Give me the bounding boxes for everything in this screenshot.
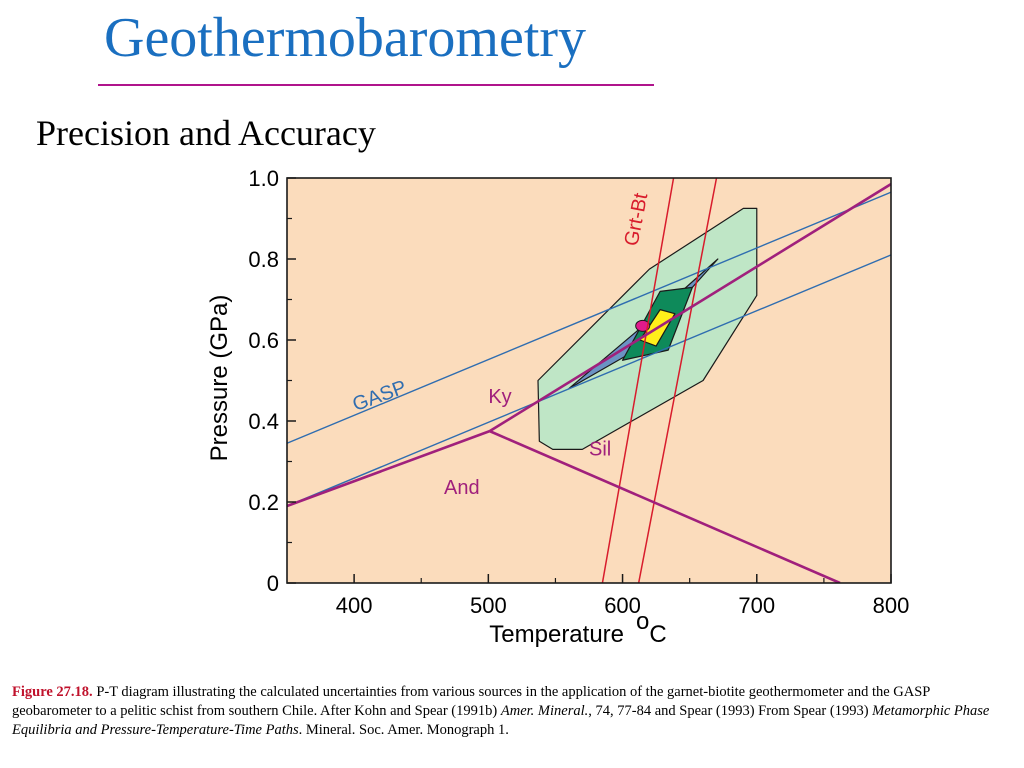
caption-text-1: P-T diagram illustrating the calculated … xyxy=(12,684,930,719)
y-tick-label: 1.0 xyxy=(248,166,279,191)
center-point xyxy=(635,319,651,332)
x-tick-label: 600 xyxy=(604,593,641,618)
slide-title: Geothermobarometry xyxy=(104,7,587,69)
y-tick-label: 0.4 xyxy=(248,409,279,434)
gasp-line-2 xyxy=(287,254,891,507)
region-inner-ellipse xyxy=(568,258,719,390)
y-tick-label: 0 xyxy=(267,571,279,596)
x-axis-unit-c: C xyxy=(649,621,666,648)
caption-book-title: Metamorphic Phase Equilibria and Pressur… xyxy=(12,703,990,738)
x-axis-unit-degree: o xyxy=(636,608,649,635)
caption-journal: Amer. Mineral. xyxy=(500,703,589,719)
phase-boundary-line-2 xyxy=(287,429,491,508)
x-tick-label: 700 xyxy=(738,593,775,618)
slide-subtitle: Precision and Accuracy xyxy=(36,113,376,153)
label-and: And xyxy=(444,477,480,499)
y-tick-label: 0.2 xyxy=(248,490,279,515)
gasp-line-1 xyxy=(287,191,891,444)
x-tick-label: 800 xyxy=(873,593,910,618)
y-tick-label: 0.6 xyxy=(248,328,279,353)
label-sil: Sil xyxy=(589,438,611,460)
grt-bt-line-1 xyxy=(601,178,675,583)
caption-text-3: . Mineral. Soc. Amer. Monograph 1. xyxy=(298,722,509,738)
phase-boundary-line-3 xyxy=(489,429,841,583)
y-tick-label: 0.8 xyxy=(248,247,279,272)
caption-text-2: , 74, 77-84 and Spear (1993) From Spear … xyxy=(588,703,873,719)
phase-boundary-line-1 xyxy=(488,182,891,433)
x-tick-label: 500 xyxy=(470,593,507,618)
x-axis-label: Temperature oC xyxy=(489,608,666,649)
title-underline xyxy=(98,84,654,86)
label-ky: Ky xyxy=(488,386,511,408)
x-tick-label: 400 xyxy=(336,593,373,618)
grt-bt-line-2 xyxy=(637,178,718,583)
y-axis-label: Pressure (GPa) xyxy=(206,295,233,462)
caption-figure-label: Figure 27.18. xyxy=(12,684,93,700)
figure-caption: Figure 27.18. P-T diagram illustrating t… xyxy=(12,683,1010,740)
